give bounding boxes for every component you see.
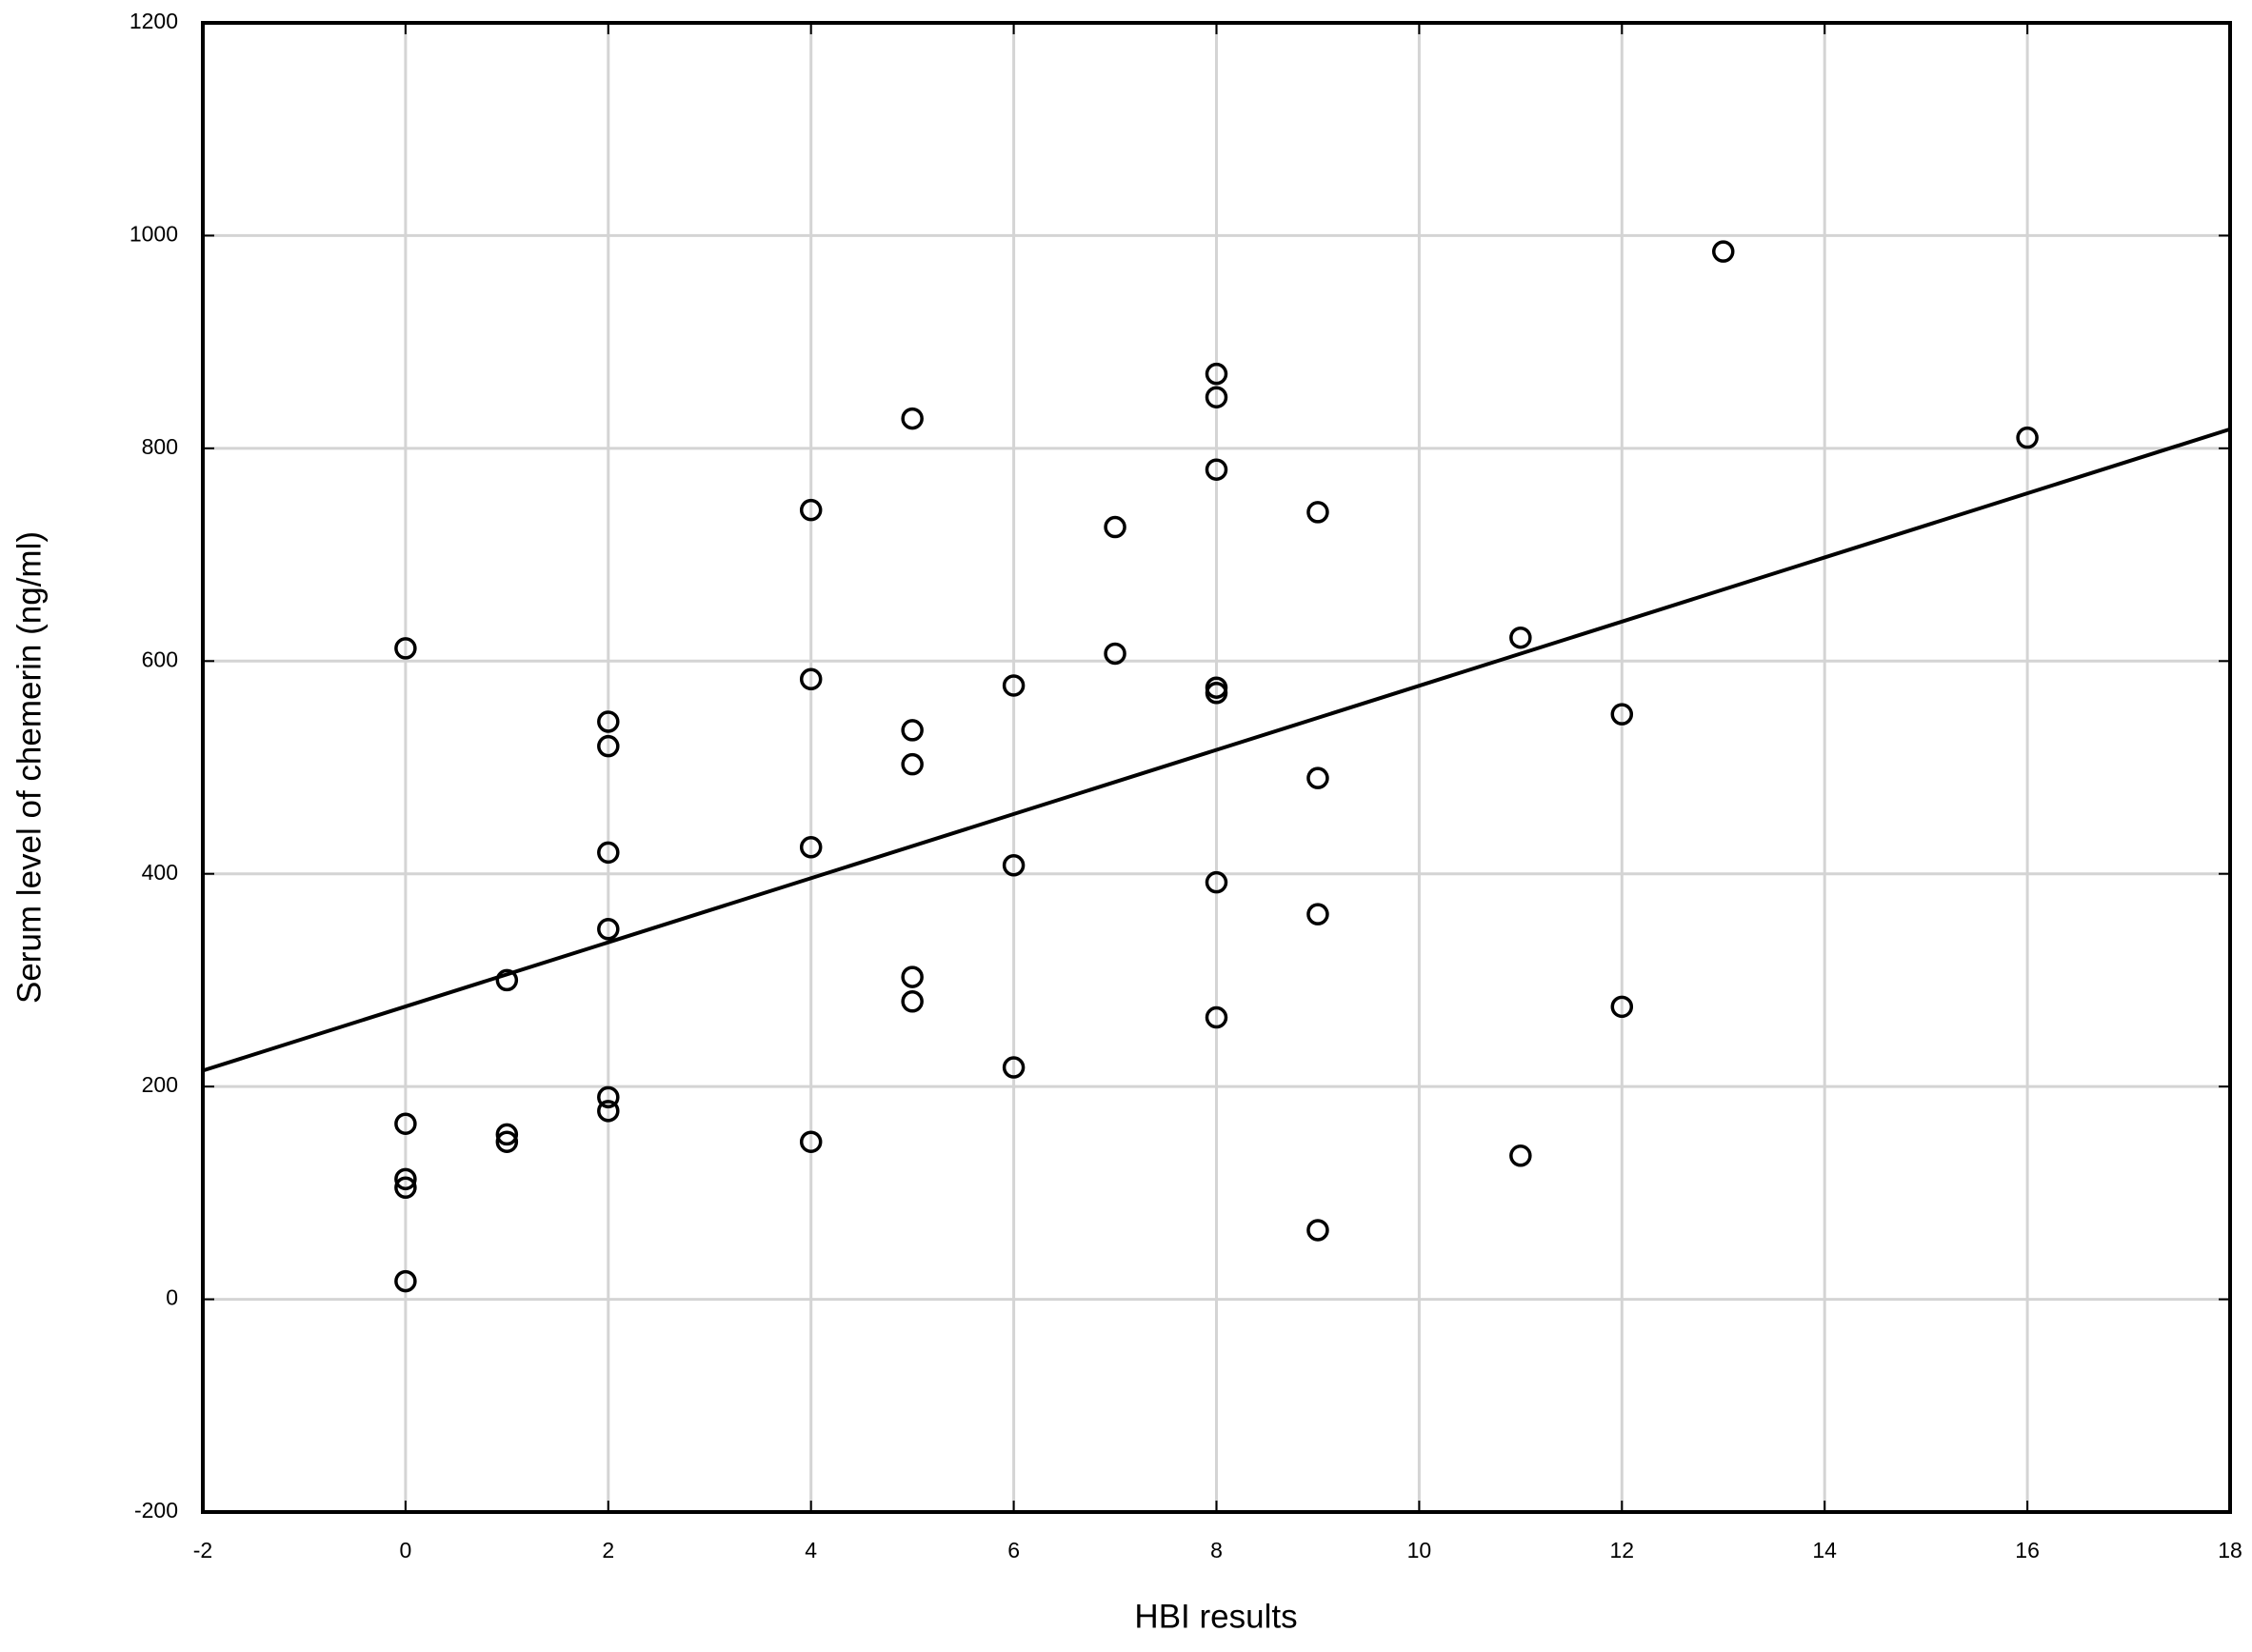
point [901, 407, 924, 430]
point [1002, 674, 1026, 697]
y-tick-label: 600 [142, 647, 178, 671]
x-tick-label: 12 [1610, 1538, 1635, 1562]
point [1205, 458, 1228, 481]
point [1104, 515, 1126, 539]
point [1002, 854, 1026, 877]
point [1610, 703, 1634, 726]
point [1205, 386, 1228, 408]
point [1205, 1005, 1228, 1029]
point [901, 965, 924, 988]
point [394, 1176, 417, 1200]
point [495, 1130, 519, 1153]
x-tick-label: -2 [193, 1538, 212, 1562]
point [394, 1112, 417, 1135]
point [394, 1269, 417, 1293]
point [1205, 362, 1228, 386]
point [597, 1100, 620, 1123]
point [2016, 426, 2039, 449]
x-tick-label: 16 [2015, 1538, 2040, 1562]
point [597, 918, 620, 941]
x-tick-label: 10 [1407, 1538, 1432, 1562]
x-tick-label: 6 [1007, 1538, 1020, 1562]
trend-line [202, 427, 2231, 1073]
point [1509, 626, 1532, 649]
y-tick-label: 800 [142, 434, 178, 459]
point [799, 1130, 823, 1153]
point [901, 990, 924, 1013]
x-axis-label: HBI results [1134, 1598, 1297, 1635]
x-tick-label: 0 [400, 1538, 412, 1562]
point [394, 637, 417, 660]
point [597, 841, 620, 865]
point [799, 836, 823, 859]
y-tick-label: 0 [166, 1285, 178, 1310]
y-tick-label: 1000 [130, 222, 178, 247]
plot-frame [201, 21, 2232, 1514]
point [1712, 240, 1735, 263]
y-tick-label: -200 [134, 1498, 178, 1523]
point [1205, 682, 1228, 705]
x-tick-label: 4 [805, 1538, 817, 1562]
x-tick-label: 14 [1812, 1538, 1837, 1562]
point [495, 968, 519, 992]
point [1509, 1144, 1532, 1167]
x-tick-label: 2 [602, 1538, 614, 1562]
x-tick-label: 18 [2218, 1538, 2242, 1562]
point [1306, 501, 1329, 524]
point [597, 1085, 620, 1109]
point [1306, 903, 1329, 926]
y-tick-label: 200 [142, 1072, 178, 1097]
point [1104, 642, 1126, 666]
point [799, 498, 823, 522]
y-tick-label: 400 [142, 860, 178, 885]
point [1610, 995, 1634, 1019]
point [901, 752, 924, 776]
point [901, 719, 924, 742]
y-tick-label: 1200 [130, 9, 178, 33]
point [1306, 1219, 1329, 1242]
point [495, 1123, 519, 1146]
point [1002, 1056, 1026, 1079]
point [597, 734, 620, 758]
point [394, 1167, 417, 1191]
y-axis-label: Serum level of chemerin (ng/ml) [10, 531, 48, 1004]
point [597, 710, 620, 733]
point [1306, 766, 1329, 789]
point [1205, 870, 1228, 894]
point [799, 667, 823, 691]
x-tick-label: 8 [1210, 1538, 1223, 1562]
